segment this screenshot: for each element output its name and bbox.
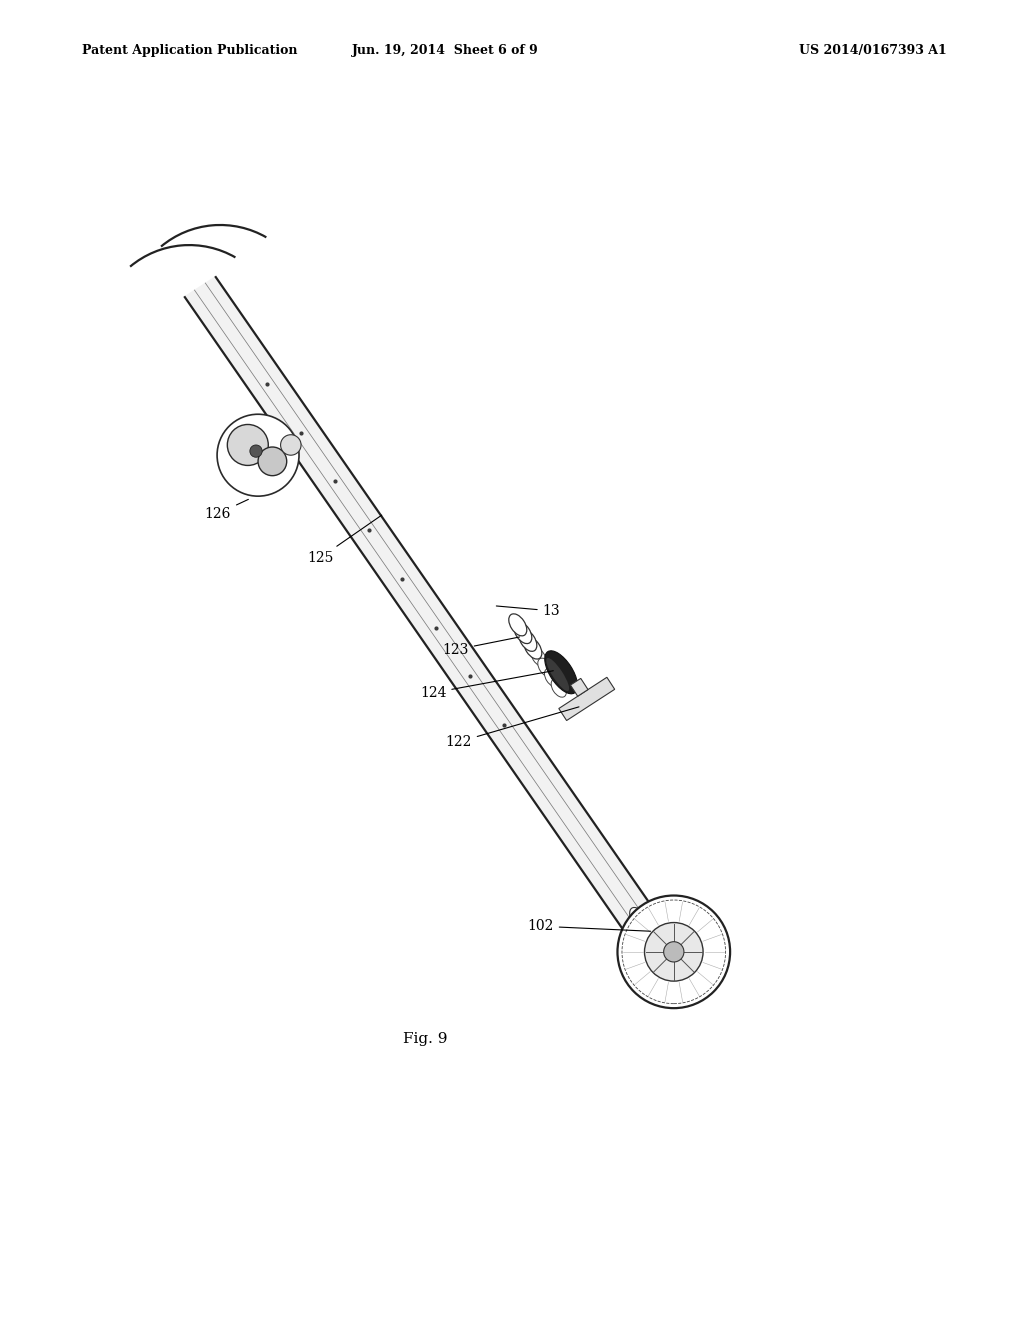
Ellipse shape [630, 907, 648, 931]
Circle shape [217, 414, 299, 496]
Text: US 2014/0167393 A1: US 2014/0167393 A1 [799, 44, 946, 57]
Ellipse shape [551, 678, 566, 697]
Ellipse shape [643, 920, 663, 944]
Text: 122: 122 [445, 706, 579, 748]
Polygon shape [184, 276, 666, 946]
Ellipse shape [545, 668, 560, 686]
Ellipse shape [545, 651, 578, 694]
Ellipse shape [518, 627, 532, 645]
Circle shape [644, 923, 703, 981]
Polygon shape [570, 678, 588, 696]
Ellipse shape [637, 913, 655, 937]
Ellipse shape [657, 933, 676, 957]
Text: Jun. 19, 2014  Sheet 6 of 9: Jun. 19, 2014 Sheet 6 of 9 [352, 44, 539, 57]
Text: Fig. 9: Fig. 9 [402, 1032, 447, 1045]
Text: 124: 124 [420, 671, 553, 700]
Ellipse shape [665, 940, 683, 964]
Text: Patent Application Publication: Patent Application Publication [82, 44, 297, 57]
Ellipse shape [509, 614, 526, 636]
Ellipse shape [546, 657, 569, 692]
Circle shape [617, 895, 730, 1008]
Text: 125: 125 [307, 515, 382, 565]
Circle shape [227, 425, 268, 466]
Ellipse shape [531, 648, 546, 667]
Ellipse shape [524, 638, 542, 659]
Text: 126: 126 [205, 499, 249, 520]
Ellipse shape [524, 638, 540, 656]
Ellipse shape [538, 659, 553, 677]
Text: 123: 123 [442, 638, 519, 657]
Circle shape [250, 445, 262, 457]
Text: 102: 102 [527, 919, 650, 933]
Polygon shape [559, 677, 614, 721]
Circle shape [664, 941, 684, 962]
Circle shape [258, 447, 287, 475]
Ellipse shape [650, 927, 670, 950]
Circle shape [281, 434, 301, 455]
Ellipse shape [514, 622, 531, 644]
Text: 13: 13 [497, 603, 560, 618]
Ellipse shape [519, 630, 537, 651]
